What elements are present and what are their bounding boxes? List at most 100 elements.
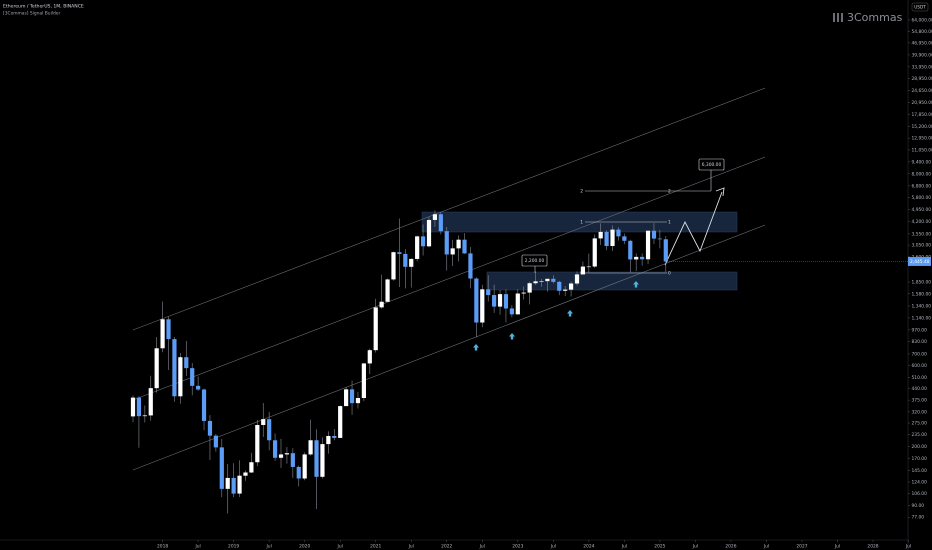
y-tick-label: 24,650.00 <box>912 88 932 94</box>
x-tick-label: Jul <box>905 544 911 550</box>
currency-badge[interactable] <box>911 2 929 12</box>
candle-body <box>332 435 337 438</box>
candle-body <box>249 462 254 473</box>
y-tick-label: 5,800.00 <box>912 195 932 201</box>
y-tick-label: 440.00 <box>912 386 928 392</box>
candle-body <box>557 281 562 291</box>
candle-body <box>373 307 378 351</box>
y-tick-label: 1,140.00 <box>912 315 932 321</box>
y-tick-label: 20,950.00 <box>912 100 932 106</box>
watermark: 3Commas <box>847 11 903 24</box>
y-tick-label: 39,900.00 <box>912 52 932 58</box>
candle-body <box>243 472 248 476</box>
candle-body <box>592 238 597 267</box>
x-tick-label: 2019 <box>228 544 239 550</box>
projection-arrowhead <box>715 187 725 197</box>
y-tick-label: 1,340.00 <box>912 303 932 309</box>
y-tick-label: 320.00 <box>912 409 928 415</box>
y-tick-label: 28,950.00 <box>912 76 932 82</box>
y-tick-label: 3,050.00 <box>912 243 932 249</box>
candle-body <box>166 319 171 340</box>
candle-body <box>551 278 556 282</box>
candle-body <box>640 256 645 260</box>
candle-body <box>598 231 603 239</box>
candle-body <box>628 240 633 260</box>
candle-body <box>196 385 201 390</box>
price-label-box <box>908 256 931 266</box>
candle-body <box>568 283 574 290</box>
x-tick-label: 2022 <box>441 544 452 550</box>
target-label: 6,300.00 <box>702 162 722 168</box>
logo-bar <box>833 13 835 22</box>
candle-body <box>154 348 159 389</box>
candle-body <box>261 419 266 425</box>
candle-body <box>172 339 177 397</box>
x-tick-label: 2026 <box>725 544 736 550</box>
candle-body <box>225 477 230 489</box>
candle-body <box>213 435 218 448</box>
candle-body <box>663 239 668 262</box>
x-tick-label: Jul <box>763 544 769 550</box>
fib-label: 1 <box>580 220 583 226</box>
fib-label: 1 <box>668 220 671 226</box>
level-label: 2,200.00 <box>525 258 545 264</box>
y-tick-label: 106.00 <box>912 491 928 497</box>
candle-body <box>160 319 165 349</box>
candle-body <box>284 453 290 455</box>
candle-body <box>492 295 497 307</box>
channel-line <box>132 87 766 331</box>
y-tick-label: 64,000.00 <box>912 17 932 23</box>
fib-levels <box>534 170 712 274</box>
candle-body <box>148 388 153 416</box>
x-tick-label: Jul <box>266 544 272 550</box>
x-tick-label: Jul <box>550 544 556 550</box>
fib-label: 0 <box>668 271 671 277</box>
y-tick-label: 12,950.00 <box>912 136 932 142</box>
x-tick-label: Jul <box>692 544 698 550</box>
buy-arrow <box>509 333 515 340</box>
y-tick-label: 375.00 <box>912 398 928 404</box>
x-tick-label: 2023 <box>512 544 523 550</box>
candle-body <box>409 258 414 267</box>
x-tick-label: 2024 <box>583 544 594 550</box>
candle-body <box>355 398 361 404</box>
candle-body <box>604 231 609 246</box>
y-tick-label: 8,000.00 <box>912 171 932 177</box>
x-tick-label: Jul <box>194 544 200 550</box>
candle-body <box>403 253 408 267</box>
candle-body <box>539 281 544 282</box>
signal-arrows <box>473 281 639 351</box>
candle-body <box>533 281 538 284</box>
x-tick-label: 2020 <box>299 544 310 550</box>
buy-arrow <box>633 281 639 288</box>
candle-body <box>420 236 426 247</box>
y-tick-label: 11,050.00 <box>912 147 932 153</box>
y-tick-label: 200.00 <box>912 444 928 450</box>
candle-body <box>130 397 136 417</box>
y-tick-label: 970.00 <box>912 327 928 333</box>
logo-bar <box>837 13 839 22</box>
candle-body <box>267 419 272 441</box>
candle-body <box>136 397 142 417</box>
candle-body <box>426 219 432 247</box>
y-tick-label: 33,950.00 <box>912 64 932 70</box>
candles <box>130 210 668 514</box>
y-tick-label: 90.00 <box>912 503 925 509</box>
candle-body <box>580 266 586 275</box>
candle-body <box>622 236 627 241</box>
candle-body <box>367 350 372 364</box>
y-tick-label: 3,550.00 <box>912 231 932 237</box>
candle-body <box>361 363 366 399</box>
y-tick-label: 46,950.00 <box>912 40 932 46</box>
candle-body <box>480 289 485 323</box>
candle-body <box>450 248 455 255</box>
x-tick-label: 2021 <box>370 544 381 550</box>
candle-body <box>509 308 514 315</box>
candle-body <box>527 283 532 293</box>
candle-body <box>645 230 651 260</box>
y-tick-label: 9,400.00 <box>912 159 932 165</box>
candle-body <box>616 229 621 237</box>
x-tick-label: Jul <box>408 544 414 550</box>
candle-body <box>563 289 568 291</box>
